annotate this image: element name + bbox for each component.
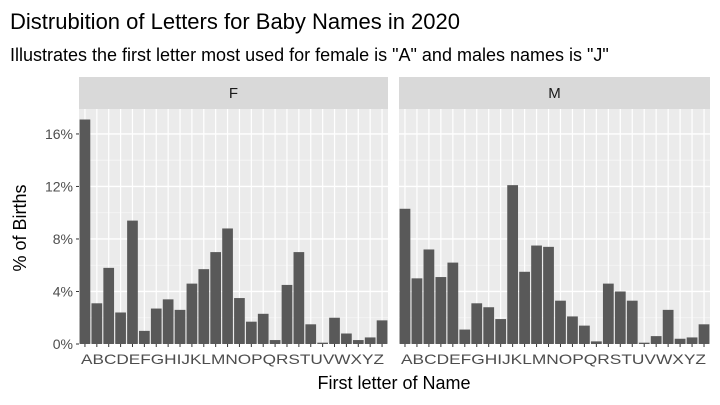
y-tick-label: 16% (45, 126, 73, 142)
x-tick-labels: ABCDEFGHIJKLMNOPQRSTUVWXYZ (401, 351, 707, 367)
bar-f-p (257, 313, 269, 344)
bar-f-c (103, 267, 115, 344)
bar-f-v (329, 317, 340, 344)
bar-f-l (210, 252, 222, 344)
bar-m-h (483, 307, 495, 344)
bar-m-v (650, 336, 662, 344)
chart-subtitle: Illustrates the first letter most used f… (10, 45, 609, 65)
y-tick-label: 12% (45, 178, 73, 194)
bar-m-x (674, 338, 686, 344)
bar-f-k (198, 269, 210, 344)
bar-m-t (626, 300, 638, 344)
bar-f-e (127, 220, 138, 344)
bar-m-k (519, 271, 530, 344)
bar-f-g (150, 308, 162, 344)
bar-f-u (317, 342, 328, 344)
bar-f-n (234, 298, 245, 344)
bar-m-l (531, 245, 542, 344)
bar-m-m (543, 246, 554, 344)
x-axis-title: First letter of Name (317, 373, 470, 393)
bar-m-c (423, 249, 435, 344)
facet-strip-label: M (548, 85, 561, 102)
bar-m-s (614, 291, 626, 344)
bar-m-j (507, 185, 519, 344)
bar-f-x (352, 340, 364, 344)
bar-f-w (341, 333, 352, 344)
bar-f-h (162, 299, 174, 344)
bar-m-r (602, 283, 614, 344)
bar-m-g (471, 303, 483, 344)
bar-m-f (459, 329, 471, 344)
y-tick-label: 8% (53, 231, 73, 247)
facet-strip-label: F (229, 85, 238, 102)
bar-m-a (399, 208, 411, 344)
bar-m-w (662, 309, 674, 344)
bar-f-d (115, 312, 126, 344)
bar-m-z (698, 324, 710, 344)
y-axis-title: % of Births (10, 184, 30, 271)
x-tick-labels: ABCDEFGHIJKLMNOPQRSTUVWXYZ (81, 351, 385, 367)
bar-f-z (376, 320, 388, 344)
facet-panel-m: M ABCDEFGHIJKLMNOPQRSTUVWXYZ (399, 77, 710, 367)
bar-f-i (174, 309, 186, 344)
bar-f-r (281, 284, 293, 344)
bar-f-t (305, 324, 317, 344)
facet-strip (79, 77, 388, 109)
bar-m-b (411, 278, 423, 344)
bar-f-s (293, 252, 305, 344)
bar-f-m (222, 228, 233, 344)
bar-m-e (447, 262, 459, 344)
bar-f-a (79, 119, 91, 344)
bar-f-b (91, 303, 103, 344)
chart-title: Distrubition of Letters for Baby Names i… (10, 9, 460, 34)
bar-f-j (186, 283, 198, 344)
bar-m-o (567, 316, 578, 344)
bar-f-o (245, 321, 257, 344)
bar-m-p (579, 325, 590, 344)
bar-m-n (555, 300, 566, 344)
y-tick-label: 0% (53, 336, 73, 352)
panel-background (79, 109, 388, 344)
bar-m-d (435, 277, 447, 344)
y-tick-label: 4% (53, 283, 73, 299)
facet-strip (399, 77, 710, 109)
bar-m-y (686, 337, 698, 344)
bar-f-q (269, 340, 281, 344)
y-axis: 0% 4% 8% 12% 16% (45, 126, 79, 352)
bar-m-q (590, 341, 602, 344)
facet-panels: F ABCDEFGHIJKLMNOPQRSTUVWXYZ M ABCDEFGHIJKL… (45, 77, 710, 367)
bar-m-i (495, 319, 507, 344)
bar-f-f (139, 330, 150, 344)
facet-panel-f: F ABCDEFGHIJKLMNOPQRSTUVWXYZ (79, 77, 388, 367)
bar-m-u (638, 342, 650, 344)
bar-f-y (364, 337, 376, 344)
